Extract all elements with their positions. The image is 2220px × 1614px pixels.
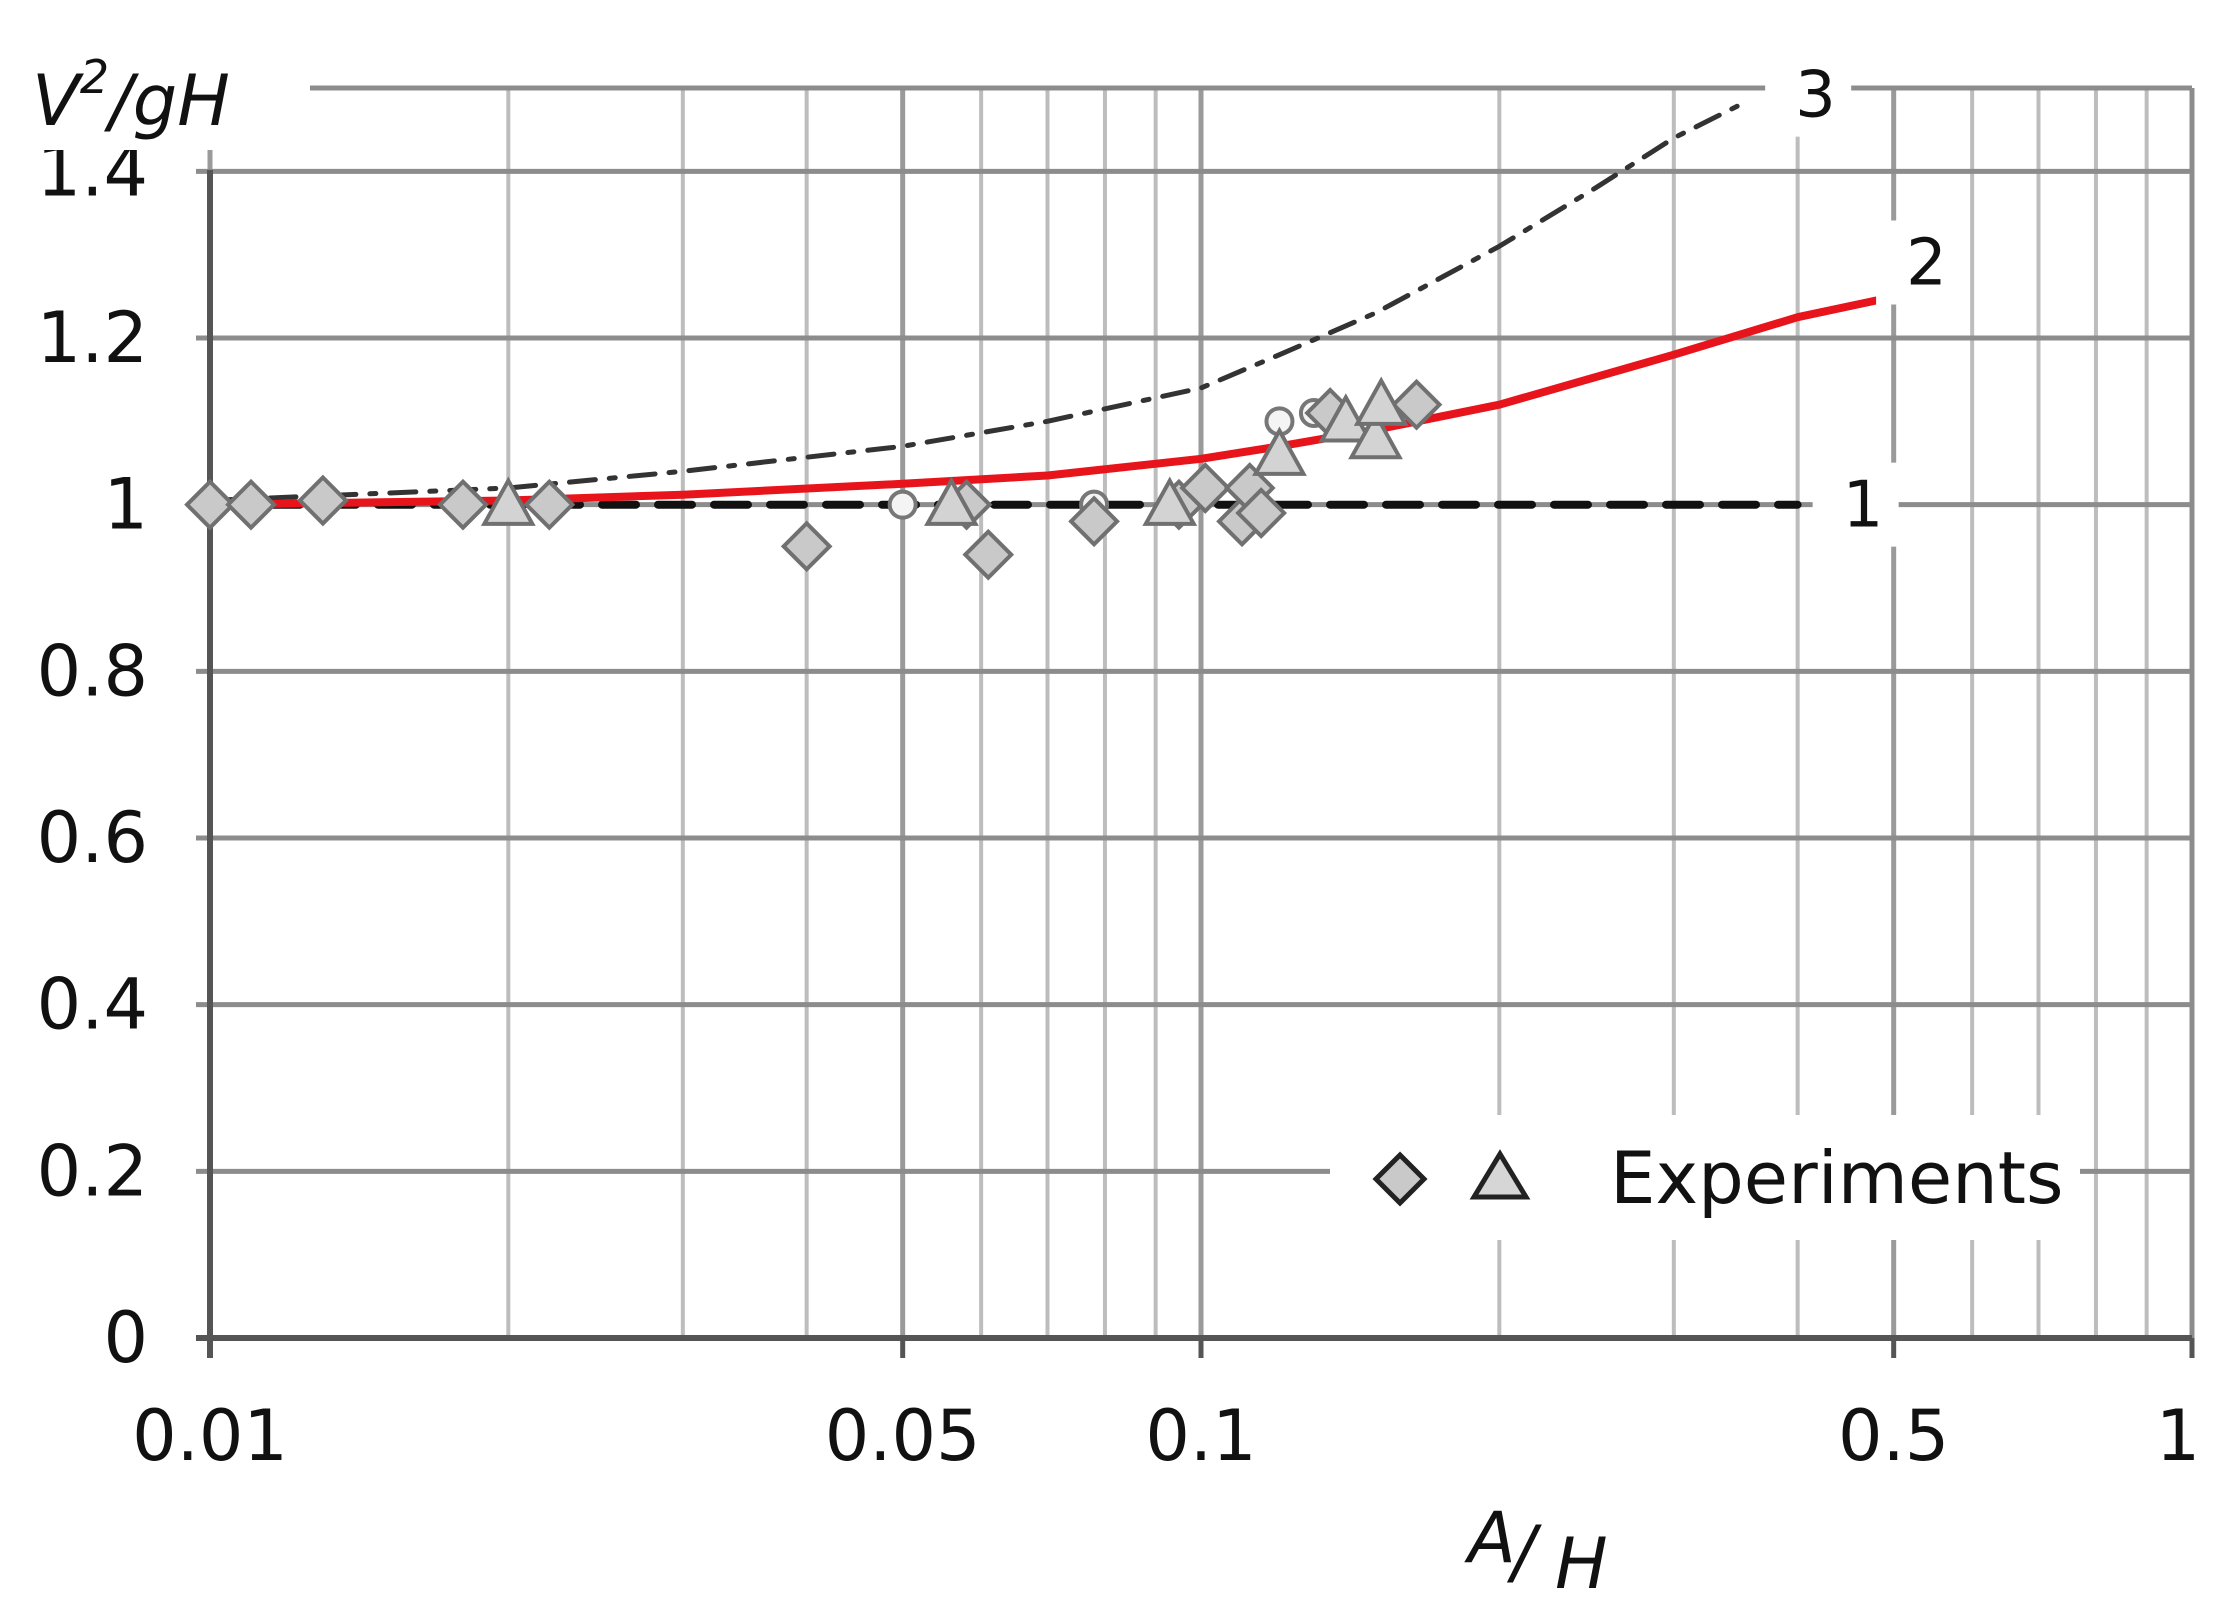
y-axis-title-tail: /gH (103, 60, 230, 142)
experiment-diamond-point (297, 474, 349, 527)
curve-label-1: 1 (1843, 469, 1884, 543)
experiment-triangle-point (924, 476, 979, 526)
x-tick-label: 0.05 (825, 1395, 981, 1477)
x-tick-label: 1 (2156, 1395, 2201, 1477)
curve-label-bg (1765, 52, 1852, 137)
y-tick-label: 0.6 (37, 797, 148, 879)
x-tick-label: 0.01 (132, 1395, 288, 1477)
y-axis-title-main: V (32, 60, 84, 142)
curve-2 (206, 296, 1881, 509)
curve-label-2: 2 (1906, 227, 1947, 301)
experiment-diamond-point (523, 478, 576, 531)
y-tick-label: 0 (103, 1297, 148, 1379)
x-axis-title-den: H (1555, 1523, 1608, 1605)
legend: Experiments (1330, 1115, 2080, 1240)
x-tick-label: 0.1 (1145, 1395, 1256, 1477)
curve-label-3: 3 (1795, 59, 1836, 133)
experiment-diamond-point (1390, 378, 1443, 431)
y-tick-label: 0.2 (37, 1130, 148, 1212)
experiment-triangle-point (1353, 376, 1409, 426)
x-axis-title: A / H (1464, 1497, 1608, 1605)
curve-3 (207, 102, 1743, 503)
y-tick-label: 0.4 (37, 964, 148, 1046)
curves (206, 102, 1881, 509)
x-tick-labels: 0.01 0.05 0.1 0.5 1 (132, 1395, 2200, 1477)
experiment-diamond-point (437, 478, 489, 531)
y-axis-title-sup: 2 (80, 50, 109, 104)
x-axis-title-slash: / (1506, 1511, 1542, 1593)
experiment-diamond-point (1068, 495, 1120, 548)
y-tick-label: 0.8 (37, 630, 148, 712)
svg-text:V2/gH: V2/gH (32, 50, 230, 142)
curve-labels: 1 2 3 (1765, 52, 1963, 547)
curve-label-bg (1812, 462, 1899, 547)
experiment-triangle-point (1348, 409, 1403, 460)
experiment-diamond-point (1235, 487, 1287, 539)
experiment-diamond-point (1179, 462, 1232, 514)
legend-triangle-marker (1469, 1149, 1531, 1200)
experiment-circle-point (887, 489, 918, 520)
y-axis-title: V2/gH (20, 40, 310, 150)
experiment-diamond-point (780, 520, 833, 573)
legend-diamond-marker (1372, 1151, 1428, 1207)
curve-label-bg (1876, 220, 1963, 305)
x-tick-label: 0.5 (1838, 1395, 1949, 1477)
x-axis-title-num: A (1464, 1497, 1516, 1579)
experiment-triangle-point (480, 476, 536, 526)
experiment-diamond-point (184, 478, 236, 531)
experiment-points (184, 376, 1443, 581)
y-tick-label: 1.2 (37, 297, 148, 379)
experiment-diamond-point (962, 528, 1015, 581)
axes (196, 170, 2195, 1358)
y-tick-labels: 00.20.40.60.811.21.4 (37, 130, 148, 1379)
experiment-triangle-point (1252, 426, 1307, 476)
y-tick-label: 1 (103, 464, 148, 546)
legend-label: Experiments (1610, 1136, 2064, 1220)
experiment-diamond-point (225, 478, 277, 531)
experiment-triangle-point (1142, 476, 1198, 526)
